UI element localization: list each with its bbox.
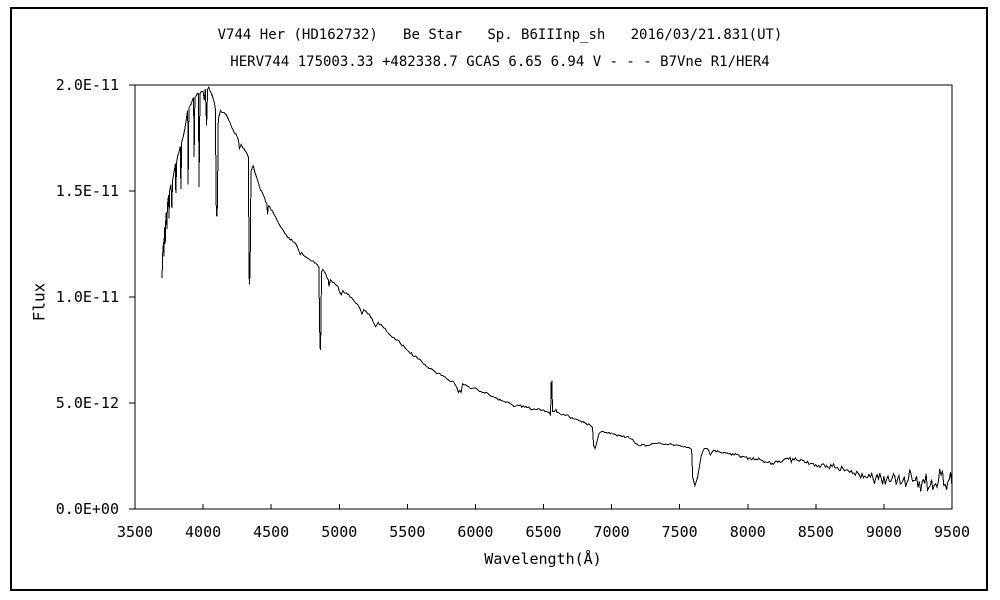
x-tick-label: 7000 bbox=[594, 523, 630, 541]
outer-border bbox=[10, 7, 988, 591]
y-tick-label: 1.5E-11 bbox=[56, 182, 119, 200]
x-tick-label: 6500 bbox=[525, 523, 561, 541]
x-axis-ticks: 3500 4000 4500 5000 5500 6000 6500 7000 7500 8000… bbox=[117, 504, 970, 541]
x-tick-label: 4500 bbox=[253, 523, 289, 541]
x-tick-label: 4000 bbox=[185, 523, 221, 541]
x-tick-label: 9000 bbox=[866, 523, 902, 541]
y-tick-label: 2.0E-11 bbox=[56, 76, 119, 94]
spectrum-line bbox=[161, 85, 953, 492]
y-tick-label: 0.0E+00 bbox=[56, 500, 119, 518]
x-tick-label: 5500 bbox=[389, 523, 425, 541]
x-tick-label: 9500 bbox=[934, 523, 970, 541]
chart-title-line1: V744 Her (HD162732) Be Star Sp. B6IIInp_… bbox=[217, 27, 783, 43]
x-axis-title: Wavelength(Å) bbox=[484, 550, 602, 568]
x-tick-label: 8000 bbox=[730, 523, 766, 541]
chart-title-line2: HERV744 175003.33 +482338.7 GCAS 6.65 6.… bbox=[230, 54, 770, 70]
x-tick-label: 5000 bbox=[321, 523, 357, 541]
y-axis-title: Flux bbox=[29, 282, 49, 322]
x-tick-label: 7500 bbox=[662, 523, 698, 541]
y-tick-label: 5.0E-12 bbox=[56, 394, 119, 412]
x-tick-label: 8500 bbox=[798, 523, 834, 541]
y-axis-ticks: 0.0E+00 5.0E-12 1.0E-11 1.5E-11 2.0E-11 bbox=[56, 76, 135, 518]
x-tick-label: 3500 bbox=[117, 523, 153, 541]
x-tick-label: 6000 bbox=[457, 523, 493, 541]
y-tick-label: 1.0E-11 bbox=[56, 288, 119, 306]
